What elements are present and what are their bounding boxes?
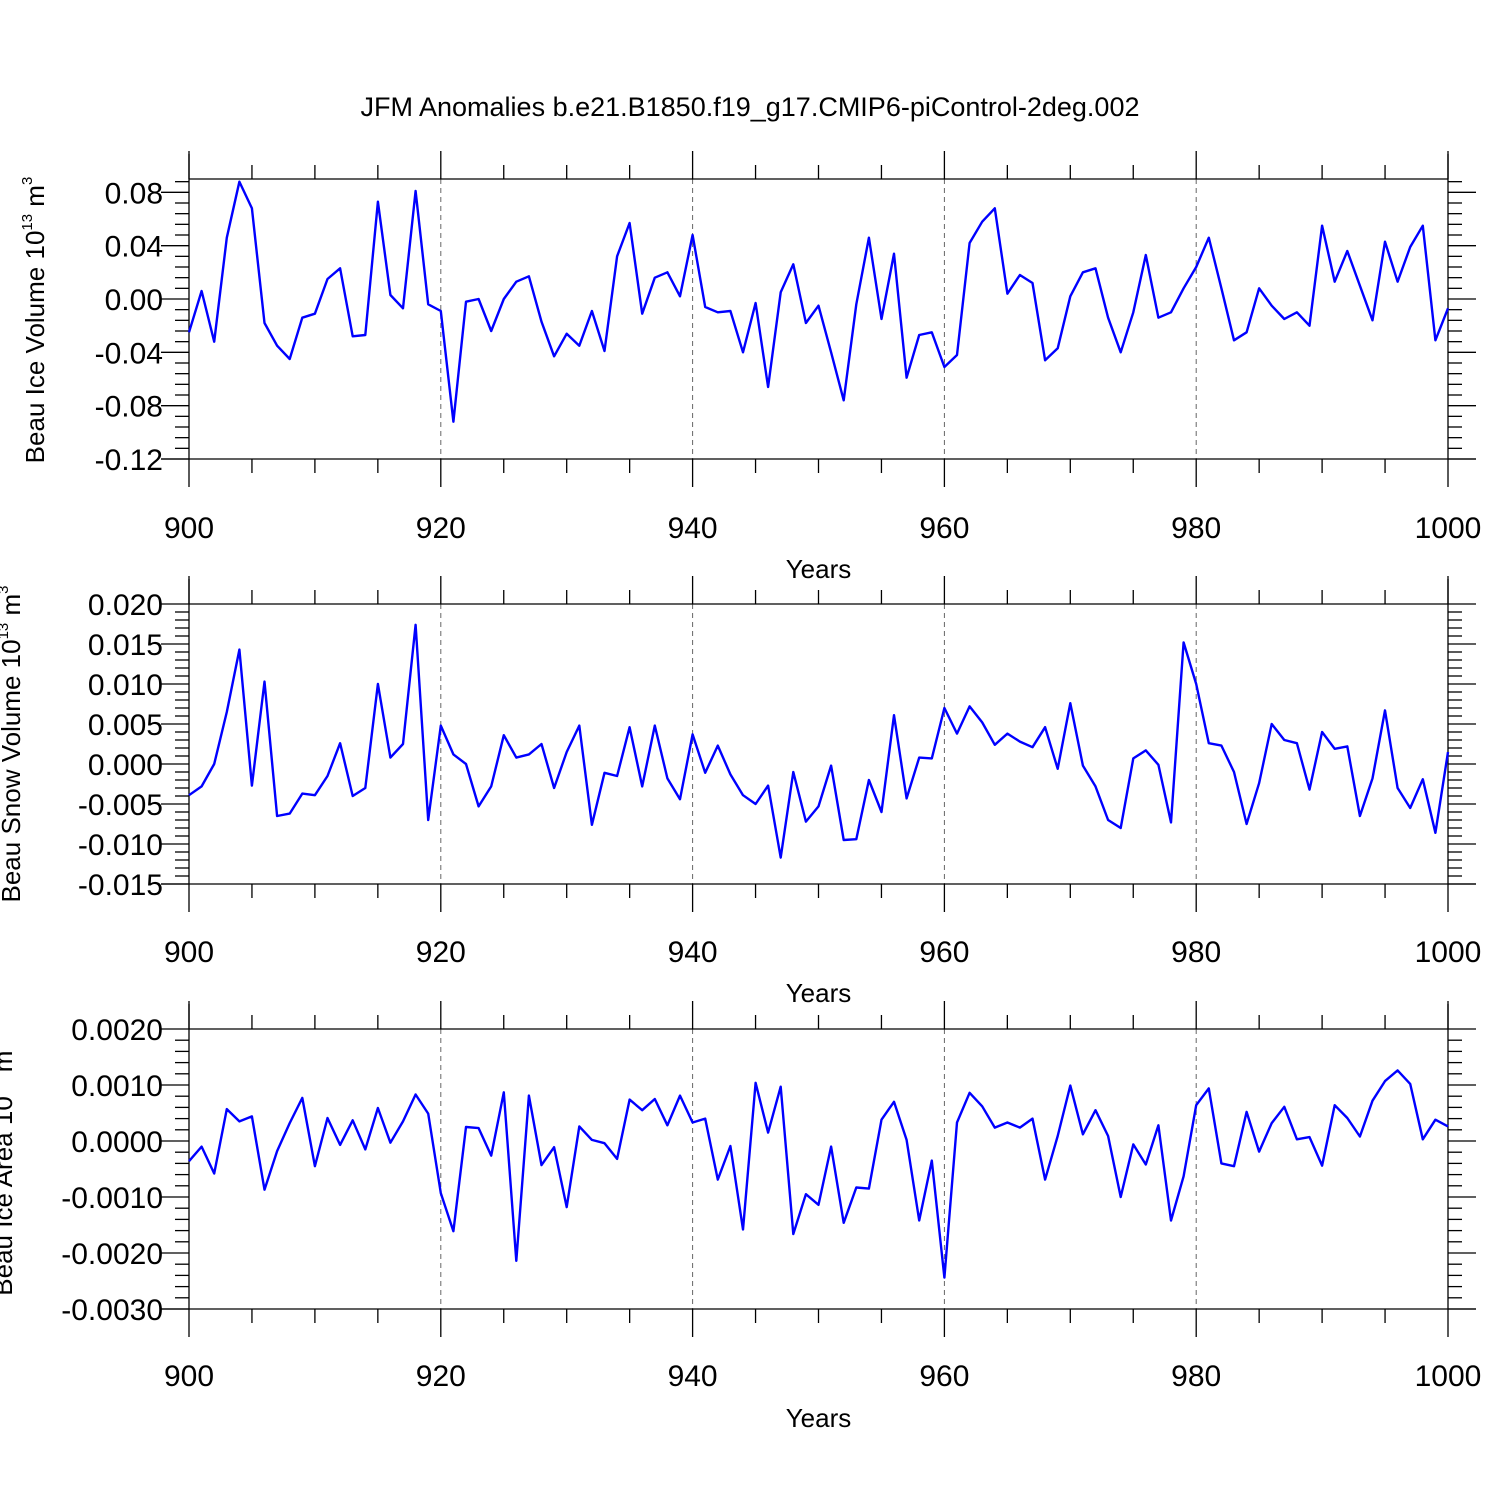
y-tick-label: 0.020 bbox=[88, 589, 163, 622]
series-line bbox=[188, 623, 1450, 859]
x-tick-label: 920 bbox=[416, 512, 466, 545]
x-tick-label: 1000 bbox=[1415, 1360, 1482, 1393]
x-tick-label: 900 bbox=[164, 1360, 214, 1393]
y-tick-label: -0.005 bbox=[78, 789, 163, 822]
x-tick-label: 980 bbox=[1171, 936, 1221, 969]
y-tick-label: 0.010 bbox=[88, 669, 163, 702]
x-tick-label: 900 bbox=[164, 512, 214, 545]
y-tick-label: -0.010 bbox=[78, 829, 163, 862]
y-tick-label: 0.08 bbox=[105, 177, 163, 210]
x-tick-label: 940 bbox=[668, 1360, 718, 1393]
x-tick-label: 940 bbox=[668, 936, 718, 969]
x-axis-label: Years bbox=[786, 1403, 852, 1433]
x-tick-label: 980 bbox=[1171, 512, 1221, 545]
x-tick-label: 920 bbox=[416, 1360, 466, 1393]
y-tick-label: -0.04 bbox=[95, 337, 163, 370]
x-tick-label: 980 bbox=[1171, 1360, 1221, 1393]
series-line bbox=[188, 1069, 1449, 1279]
panel-2: -0.015 -0.010 -0.005 0.000 0.005 0.010 0.015 0.… bbox=[0, 576, 1481, 1008]
x-tick-label: 960 bbox=[919, 936, 969, 969]
x-tick-label: 1000 bbox=[1415, 512, 1482, 545]
y-tick-label: -0.08 bbox=[95, 391, 163, 424]
y-tick-label: -0.0010 bbox=[61, 1182, 163, 1215]
y-tick-label: 0.000 bbox=[88, 749, 163, 782]
y-tick-label: -0.12 bbox=[95, 444, 163, 477]
x-axis-label: Years bbox=[786, 978, 852, 1008]
chart-title: JFM Anomalies b.e21.B1850.f19_g17.CMIP6-… bbox=[361, 92, 1140, 122]
x-tick-label: 960 bbox=[919, 512, 969, 545]
y-tick-label: -0.0020 bbox=[61, 1238, 163, 1271]
series-line bbox=[187, 180, 1450, 423]
y-axis-label: Beau Snow Volume 1013 m3 bbox=[0, 586, 26, 903]
y-tick-label: 0.0000 bbox=[71, 1126, 163, 1159]
y-tick-label: 0.015 bbox=[88, 629, 163, 662]
x-tick-label: 940 bbox=[668, 512, 718, 545]
y-tick-label: -0.015 bbox=[78, 869, 163, 902]
panel-1: -0.12 -0.08 -0.04 0.00 0.04 0.08 900 920 940 960 9… bbox=[19, 151, 1481, 584]
y-tick-label: 0.00 bbox=[105, 284, 163, 317]
y-axis-label: Beau Ice Volume 1013 m3 bbox=[19, 177, 50, 464]
y-tick-label: 0.005 bbox=[88, 709, 163, 742]
y-tick-label: 0.04 bbox=[105, 231, 163, 264]
x-tick-label: 920 bbox=[416, 936, 466, 969]
y-axis-label: Beau Ice Area 1013 m2 bbox=[0, 1042, 18, 1295]
x-tick-label: 1000 bbox=[1415, 936, 1482, 969]
x-axis-label: Years bbox=[786, 554, 852, 584]
y-tick-label: 0.0010 bbox=[71, 1070, 163, 1103]
x-tick-label: 960 bbox=[919, 1360, 969, 1393]
x-tick-label: 900 bbox=[164, 936, 214, 969]
y-tick-label: 0.0020 bbox=[71, 1014, 163, 1047]
panel-3: -0.0030 -0.0020 -0.0010 0.0000 0.0010 0.0020 9… bbox=[0, 1001, 1481, 1433]
y-tick-label: -0.0030 bbox=[61, 1294, 163, 1327]
